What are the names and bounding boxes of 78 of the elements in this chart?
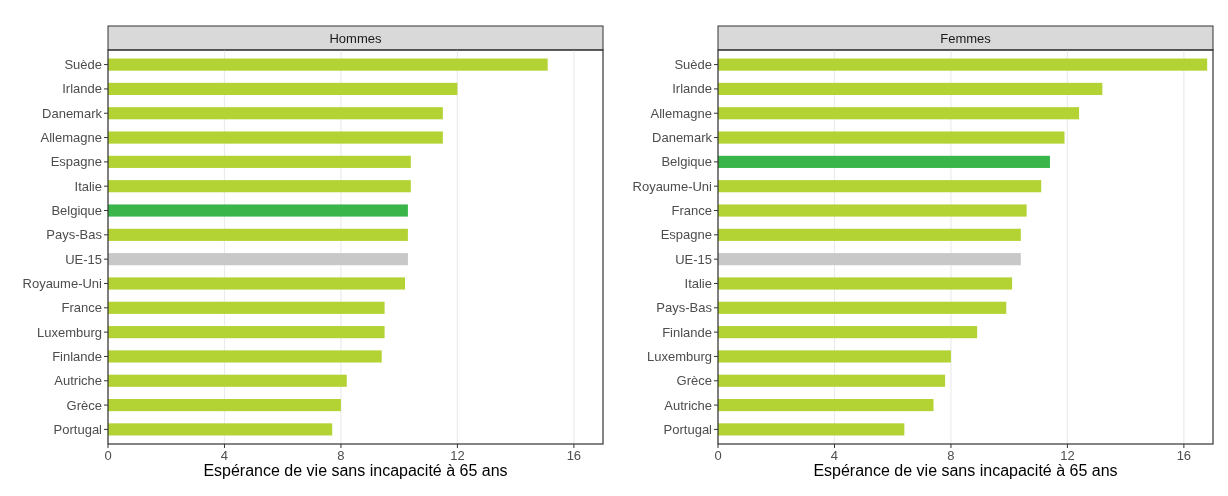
bar	[108, 228, 408, 241]
x-tick-label: 8	[947, 448, 955, 463]
bar	[718, 423, 905, 436]
x-tick-label: 16	[1176, 448, 1192, 463]
bar	[718, 277, 1013, 290]
bar	[718, 399, 934, 412]
y-tick-label: Grèce	[66, 397, 102, 413]
y-tick-label: Finlande	[52, 348, 102, 364]
bar	[108, 277, 405, 290]
bar	[718, 326, 978, 339]
y-tick-label: Pays-Bas	[46, 227, 103, 243]
y-tick-label: Luxemburg	[646, 348, 712, 364]
y-tick-label: Irlande	[672, 81, 712, 97]
y-tick-label: UE-15	[65, 251, 102, 267]
bar	[108, 180, 411, 193]
bar	[108, 326, 385, 339]
y-tick-label: Royaume-Uni	[22, 276, 103, 292]
bar	[108, 350, 382, 363]
x-tick-label: 0	[104, 448, 112, 463]
y-tick-label: Luxemburg	[36, 324, 102, 340]
bar	[108, 423, 333, 436]
x-axis-title: Espérance de vie sans incapacité à 65 ans	[203, 462, 508, 479]
bar	[718, 204, 1027, 217]
y-tick-label: Espagne	[50, 154, 102, 170]
bar	[108, 204, 408, 217]
bar	[108, 399, 341, 412]
y-tick-label: Suède	[674, 57, 712, 73]
y-tick-label: Italie	[74, 178, 102, 194]
x-tick-label: 12	[1060, 448, 1075, 463]
y-tick-label: Italie	[684, 276, 712, 292]
y-tick-label: Espagne	[660, 227, 712, 243]
bar	[718, 350, 951, 363]
bar	[718, 374, 946, 387]
bar	[108, 155, 411, 168]
y-tick-label: Pays-Bas	[656, 300, 713, 316]
bar	[718, 253, 1021, 266]
x-axis-title: Espérance de vie sans incapacité à 65 ans	[813, 462, 1118, 479]
bar	[718, 155, 1050, 168]
y-tick-label: Suède	[64, 57, 102, 73]
x-tick-label: 0	[714, 448, 722, 463]
bar	[718, 180, 1042, 193]
bar	[108, 131, 443, 144]
bar	[108, 58, 548, 71]
bar	[718, 301, 1007, 314]
y-tick-label: Allemagne	[40, 130, 102, 146]
y-tick-label: Autriche	[664, 397, 712, 413]
chart-title: Hommes	[329, 30, 382, 46]
y-tick-label: Portugal	[663, 421, 713, 437]
bar	[108, 253, 408, 266]
y-tick-label: Finlande	[662, 324, 712, 340]
x-tick-label: 16	[566, 448, 582, 463]
x-tick-label: 4	[830, 448, 839, 463]
x-tick-label: 12	[450, 448, 465, 463]
bar	[108, 301, 385, 314]
bar	[718, 131, 1065, 144]
x-tick-label: 8	[337, 448, 345, 463]
y-tick-label: Portugal	[53, 421, 103, 437]
chart-title: Femmes	[940, 30, 992, 46]
bar	[718, 82, 1103, 95]
y-tick-label: Danemark	[42, 105, 103, 121]
bar	[108, 82, 458, 95]
bar	[718, 228, 1021, 241]
y-tick-label: Grèce	[676, 373, 712, 389]
bar	[718, 58, 1208, 71]
bar	[108, 374, 347, 387]
y-tick-label: Allemagne	[650, 105, 712, 121]
bar	[718, 107, 1080, 120]
y-tick-label: Danemark	[652, 130, 713, 146]
bar	[108, 107, 443, 120]
y-tick-label: Autriche	[54, 373, 102, 389]
x-tick-label: 4	[220, 448, 229, 463]
y-tick-label: Belgique	[51, 203, 102, 219]
y-tick-label: UE-15	[675, 251, 712, 267]
y-tick-label: Royaume-Uni	[632, 178, 713, 194]
y-tick-label: France	[671, 203, 712, 219]
y-tick-label: France	[61, 300, 102, 316]
y-tick-label: Belgique	[661, 154, 712, 170]
y-tick-label: Irlande	[62, 81, 102, 97]
